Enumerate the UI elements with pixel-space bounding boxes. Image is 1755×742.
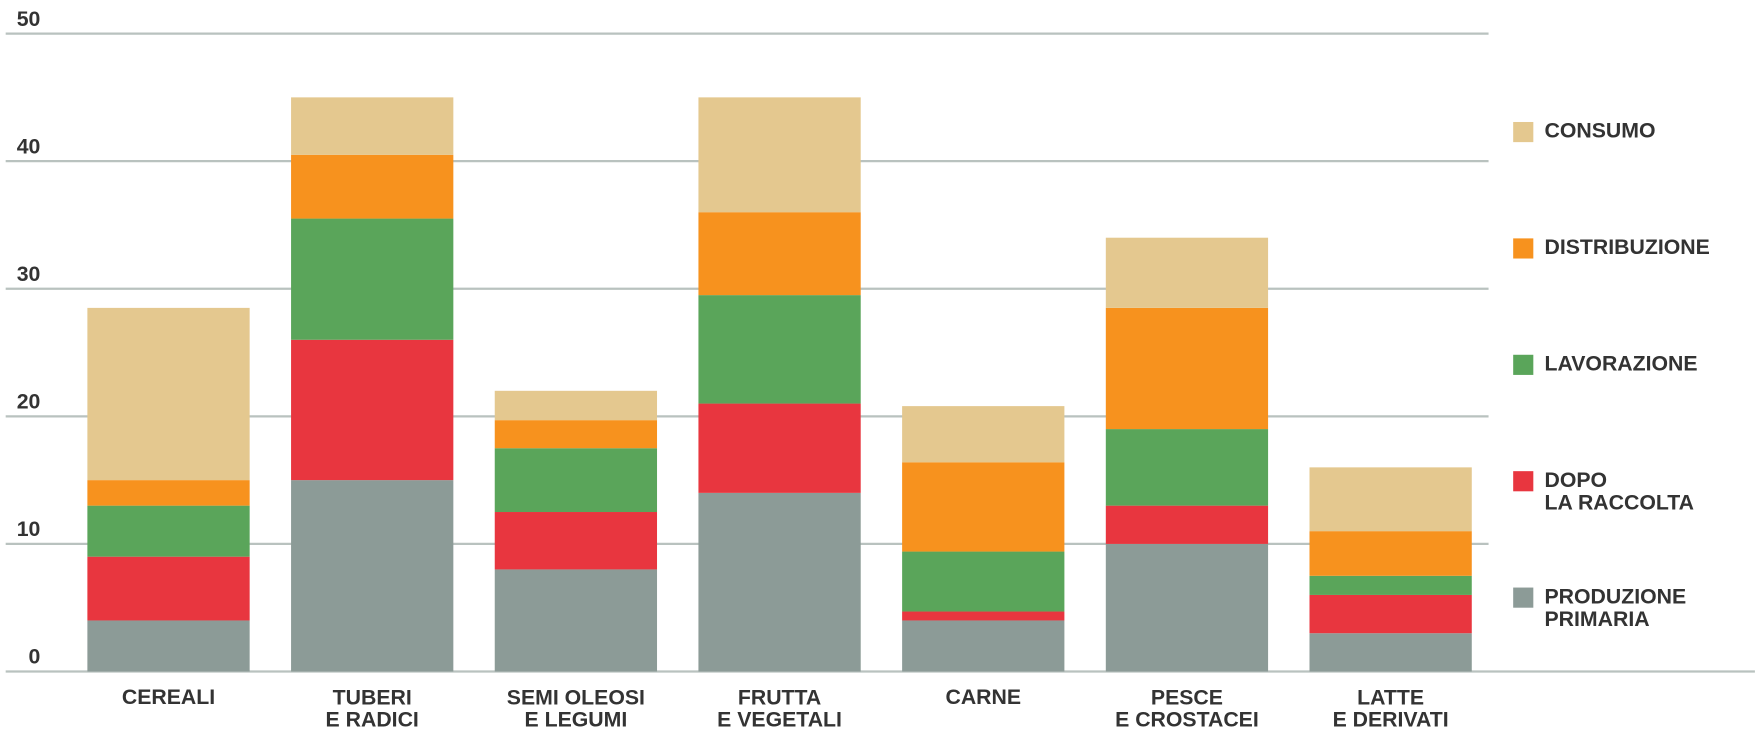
- bar-segment: [291, 218, 454, 340]
- legend-swatch: [1513, 587, 1534, 608]
- x-tick-label: LATTE E DERIVATI: [1333, 685, 1449, 731]
- bar-segment: [87, 620, 250, 672]
- bar-segment: [1309, 575, 1472, 595]
- bar-segment: [698, 403, 861, 493]
- bar-segment: [87, 556, 250, 621]
- bar-segment: [902, 611, 1065, 621]
- x-tick-label: PESCE E CROSTACEI: [1115, 685, 1259, 731]
- bar-segment: [494, 420, 658, 449]
- legend-swatch: [1513, 354, 1534, 375]
- y-tick-label: 20: [17, 390, 41, 414]
- legend-label: LAVORAZIONE: [1545, 351, 1698, 375]
- y-tick-label: 10: [17, 517, 41, 541]
- bar-segment: [291, 480, 454, 672]
- bar-segment: [698, 212, 861, 296]
- bar-segment: [698, 295, 861, 404]
- bar-segment: [1105, 429, 1269, 506]
- legend-label: PRODUZIONE PRIMARIA: [1545, 584, 1687, 630]
- bar-segment: [1309, 467, 1472, 532]
- bar-segment: [1309, 594, 1472, 634]
- bar-segment: [494, 448, 658, 513]
- bar-segment: [87, 307, 250, 481]
- bar-segment: [1105, 543, 1269, 672]
- x-tick-label: CARNE: [945, 685, 1021, 709]
- bar-segment: [494, 512, 658, 570]
- bar-segment: [87, 480, 250, 506]
- y-tick-label: 30: [17, 262, 41, 286]
- bar-segment: [494, 569, 658, 672]
- y-tick-label: 0: [29, 645, 41, 669]
- legend-swatch: [1513, 238, 1534, 259]
- legend-label: CONSUMO: [1545, 119, 1656, 143]
- y-tick-label: 50: [17, 7, 41, 31]
- bar-segment: [902, 406, 1065, 463]
- bar-segment: [1105, 307, 1269, 430]
- bar-segment: [1309, 633, 1472, 672]
- bar-segment: [902, 462, 1065, 552]
- x-tick-label: CEREALI: [122, 685, 215, 709]
- y-tick-label: 40: [17, 134, 41, 158]
- legend-label: DOPO LA RACCOLTA: [1545, 468, 1695, 514]
- bar-segment: [698, 492, 861, 672]
- bar-segment: [698, 97, 861, 213]
- legend-label: DISTRIBUZIONE: [1545, 235, 1710, 259]
- bar-segment: [291, 339, 454, 481]
- legend-swatch: [1513, 471, 1534, 492]
- bar-segment: [1309, 531, 1472, 576]
- legend-swatch: [1513, 121, 1534, 143]
- bar-segment: [1105, 237, 1269, 308]
- bar-segment: [902, 620, 1065, 672]
- x-tick-label: SEMI OLEOSI E LEGUMI: [507, 685, 645, 731]
- bar-segment: [1105, 505, 1269, 544]
- bar-segment: [494, 390, 658, 421]
- bar-segment: [291, 154, 454, 219]
- bar-segment: [87, 505, 250, 557]
- bar-segment: [291, 97, 454, 155]
- x-tick-label: TUBERI E RADICI: [326, 685, 419, 731]
- x-tick-label: FRUTTA E VEGETALI: [717, 685, 842, 731]
- bar-segment: [902, 551, 1065, 612]
